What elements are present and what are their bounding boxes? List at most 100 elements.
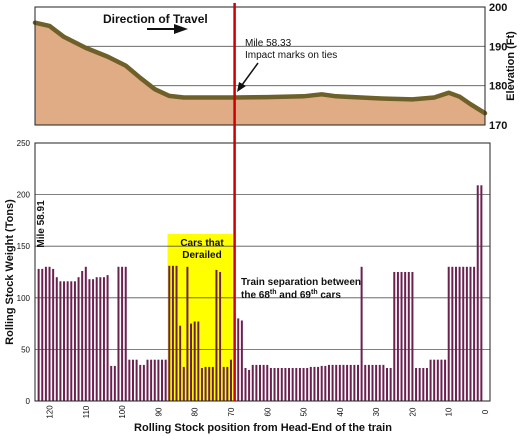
weight-bar xyxy=(226,366,229,401)
weight-bar xyxy=(400,272,403,401)
weight-bar xyxy=(277,368,280,401)
weight-bar xyxy=(186,266,189,401)
weight-x-tick-label: 0 xyxy=(481,409,490,414)
weight-bar xyxy=(349,364,352,401)
weight-bar xyxy=(338,364,341,401)
weight-bar xyxy=(215,269,218,401)
weight-bar xyxy=(135,359,138,401)
weight-y-tick-labels: 0 50 100 150 200 250 xyxy=(17,139,31,406)
weight-bar xyxy=(313,366,316,401)
weight-x-tick-label: 70 xyxy=(227,407,236,416)
weight-x-tick-label: 60 xyxy=(263,407,272,416)
weight-bar xyxy=(168,265,171,401)
weight-bar xyxy=(407,272,410,401)
derailed-cars-highlight xyxy=(167,234,233,401)
weight-bars xyxy=(37,185,483,401)
weight-bar xyxy=(175,265,178,401)
weight-frame xyxy=(34,142,491,402)
weight-plot-area xyxy=(35,143,490,401)
weight-bar xyxy=(211,366,214,401)
weight-bar xyxy=(462,266,465,401)
weight-bar xyxy=(425,368,428,401)
weight-bar xyxy=(244,368,247,401)
weight-x-tick-label: 40 xyxy=(336,407,345,416)
weight-x-tick-label: 30 xyxy=(372,407,381,416)
weight-bar xyxy=(190,323,193,401)
weight-bar xyxy=(396,272,399,401)
elevation-frame xyxy=(34,6,486,126)
weight-bar xyxy=(240,320,243,401)
weight-bar xyxy=(306,368,309,401)
weight-bar xyxy=(440,359,443,401)
weight-y-tick-label: 0 xyxy=(26,397,31,406)
weight-bar xyxy=(356,364,359,401)
weight-bar xyxy=(436,359,439,401)
weight-bar xyxy=(99,277,102,401)
weight-bar xyxy=(128,359,131,401)
weight-bar xyxy=(342,364,345,401)
weight-bar xyxy=(382,364,385,401)
weight-bar xyxy=(164,359,167,401)
weight-x-tick-label: 80 xyxy=(191,407,200,416)
weight-bar xyxy=(451,266,454,401)
direction-arrow-icon xyxy=(147,24,188,34)
weight-bar xyxy=(291,368,294,401)
weight-bar xyxy=(422,368,425,401)
weight-bar xyxy=(302,368,305,401)
weight-bar xyxy=(418,368,421,401)
weight-bar xyxy=(433,359,436,401)
weight-bar xyxy=(237,318,240,401)
weight-bar xyxy=(251,364,254,401)
weight-bar xyxy=(113,365,116,401)
weight-gridlines xyxy=(35,194,490,350)
weight-bar xyxy=(458,266,461,401)
weight-bar xyxy=(222,366,225,401)
weight-bar xyxy=(454,266,457,401)
weight-bar xyxy=(161,359,164,401)
weight-bar xyxy=(255,364,258,401)
weight-bar xyxy=(146,359,149,401)
impact-milepost-label: Mile 58.33 xyxy=(245,38,292,49)
weight-bar xyxy=(317,366,320,401)
weight-bar xyxy=(465,266,468,401)
derailed-label-line2: Derailed xyxy=(182,250,221,261)
weight-bar xyxy=(52,268,55,401)
weight-bar xyxy=(124,266,127,401)
weight-bar xyxy=(88,279,91,401)
weight-bar xyxy=(95,277,98,401)
weight-bar xyxy=(171,265,174,401)
weight-bar xyxy=(117,266,120,401)
weight-bar xyxy=(331,364,334,401)
weight-bar xyxy=(182,366,185,401)
weight-bar xyxy=(200,368,203,401)
weight-x-tick-label: 110 xyxy=(82,405,91,418)
weight-bar xyxy=(295,368,298,401)
elevation-tick-label: 170 xyxy=(489,120,507,132)
weight-bar xyxy=(37,268,40,401)
weight-bar xyxy=(193,321,196,401)
weight-bar xyxy=(259,364,261,401)
weight-bar xyxy=(142,364,145,401)
weight-y-tick-label: 50 xyxy=(21,345,30,354)
weight-bar xyxy=(219,272,222,401)
weight-bar xyxy=(364,364,367,401)
weight-bar xyxy=(324,365,327,401)
weight-bar xyxy=(197,321,200,401)
weight-bar xyxy=(266,364,269,401)
weight-bar xyxy=(346,364,349,401)
weight-bar xyxy=(280,368,283,401)
weight-x-tick-label: 20 xyxy=(408,407,417,416)
weight-bar xyxy=(66,281,69,401)
position-axis-label: Rolling Stock position from Head-End of … xyxy=(134,422,392,434)
weight-bar xyxy=(150,359,153,401)
milepost-58-91-label: Mile 58.91 xyxy=(36,200,47,248)
weight-axis-label: Rolling Stock Weight (Tons) xyxy=(4,199,16,345)
weight-x-tick-label: 90 xyxy=(154,407,163,416)
weight-bar xyxy=(444,359,447,401)
weight-bar xyxy=(411,272,414,401)
weight-bar xyxy=(480,185,483,401)
weight-bar xyxy=(327,364,330,401)
weight-bar xyxy=(41,268,44,401)
weight-bar xyxy=(92,279,95,401)
